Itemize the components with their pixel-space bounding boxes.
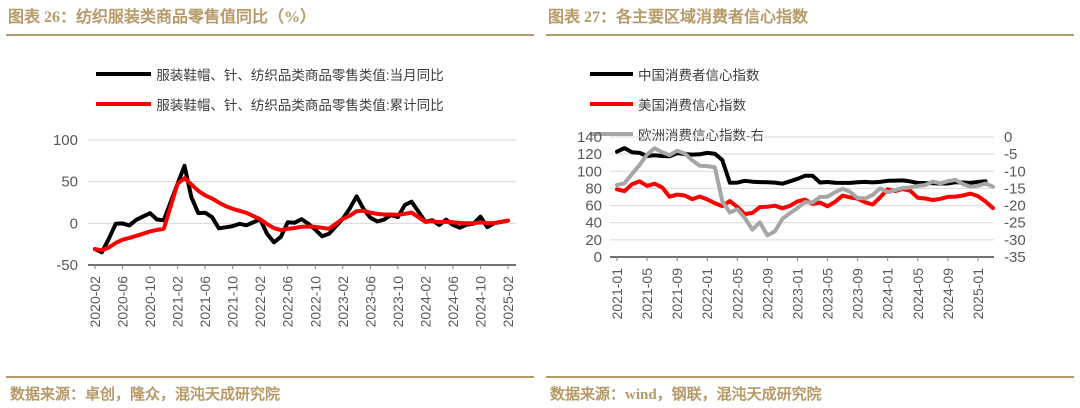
y-axis-tick-label: 100 [53,132,78,149]
figure-27-title: 图表 27：各主要区域消费者信心指数 [546,6,1074,37]
legend-swatch [590,72,633,76]
right-axis-tick-label: -5 [1004,146,1017,163]
x-axis-tick-label: 2023-06 [362,276,378,328]
legend-item: 欧洲消费信心指数-右 [590,124,838,144]
legend-label: 中国消费者信心指数 [638,68,760,83]
legend-item: 服装鞋帽、针、纺织品类商品零售类值:当月同比 [96,64,444,84]
legend-label: 美国消费信心指数 [638,98,746,113]
x-axis-tick-label: 2021-09 [669,268,685,320]
y-axis-tick-label: -50 [56,257,78,274]
figure-27-plot: 1401201008060402000-5-10-15-20-25-30-352… [577,129,1026,320]
x-axis-tick-label: 2024-01 [880,268,896,320]
figure-27-legend: 中国消费者信心指数 美国消费信心指数欧洲消费信心指数-右 [590,64,1074,144]
x-axis-tick-label: 2025-01 [970,268,986,320]
x-axis-tick-label: 2023-01 [789,268,805,320]
x-axis-tick-label: 2021-02 [170,276,186,328]
right-axis-tick-label: -25 [1004,215,1026,232]
y-axis-tick-label: 120 [577,146,602,163]
x-axis-tick-label: 2023-09 [850,268,866,320]
x-axis-tick-label: 2024-09 [940,268,956,320]
x-axis-tick-label: 2022-09 [759,268,775,320]
right-axis-tick-label: -35 [1004,249,1026,266]
x-axis-tick-label: 2022-05 [729,268,745,320]
x-axis-tick-label: 2022-06 [280,276,296,328]
figure-26-legend: 服装鞋帽、针、纺织品类商品零售类值:当月同比 服装鞋帽、针、纺织品类商品零售类值:… [0,64,540,114]
right-axis-tick-label: -30 [1004,232,1026,249]
y-axis-tick-label: 100 [577,163,602,180]
right-axis-tick-label: 0 [1004,129,1012,146]
y-axis-tick-label: 0 [594,249,602,266]
x-axis-tick-label: 2023-10 [390,276,406,328]
x-axis-tick-label: 2021-05 [639,268,655,320]
x-axis-tick-label: 2024-10 [472,276,488,328]
legend-swatch [590,102,633,106]
x-axis-tick-label: 2024-05 [910,268,926,320]
x-axis-tick-label: 2021-01 [609,268,625,320]
x-axis-tick-label: 2020-02 [87,276,103,328]
series-line-2 [615,179,995,217]
series-line-1 [93,163,510,255]
x-axis-tick-label: 2020-06 [115,276,131,328]
legend-item: 中国消费者信心指数 [590,64,838,84]
right-axis-tick-label: -20 [1004,198,1026,215]
x-axis-tick-label: 2022-01 [699,268,715,320]
legend-label: 服装鞋帽、针、纺织品类商品零售类值:当月同比 [156,68,444,83]
right-axis-tick-label: -10 [1004,163,1026,180]
y-axis-tick-label: 60 [585,198,602,215]
figure-26-title: 图表 26：纺织服装类商品零售值同比（%） [6,6,534,37]
x-axis-tick-label: 2021-06 [197,276,213,328]
panel-figure-26: 图表 26：纺织服装类商品零售值同比（%） 服装鞋帽、针、纺织品类商品零售类值:… [0,6,540,405]
x-axis-tick-label: 2020-10 [142,276,158,328]
x-axis-tick-label: 2023-02 [335,276,351,328]
legend-label: 服装鞋帽、针、纺织品类商品零售类值:累计同比 [156,98,444,113]
y-axis-tick-label: 20 [585,232,602,249]
x-axis-tick-label: 2023-05 [820,268,836,320]
legend-swatch [96,102,152,106]
x-axis-tick-label: 2022-10 [307,276,323,328]
x-axis-tick-label: 2024-06 [445,276,461,328]
legend-item: 美国消费信心指数 [590,94,838,114]
y-axis-tick-label: 80 [585,180,602,197]
figure-26-plot: 100 50 0 -50 2020-02 2020-06 2020-10 2021-02 202… [53,132,516,328]
y-axis-tick-label: 40 [585,215,602,232]
series-line-2 [93,176,510,253]
legend-item: 服装鞋帽、针、纺织品类商品零售类值:累计同比 [96,94,444,114]
series-line-3 [615,146,995,238]
figure-27-source: 数据来源：wind，钢联，混沌天成研究院 [546,376,1074,405]
y-axis-tick-label: 140 [577,129,602,146]
legend-label: 欧洲消费信心指数-右 [638,128,764,143]
x-axis-tick-label: 2022-02 [252,276,268,328]
x-axis-tick-label: 2021-10 [225,276,241,328]
legend-swatch [590,132,633,136]
x-axis-tick-label: 2024-02 [417,276,433,328]
legend-swatch [96,72,152,76]
figure-26-source: 数据来源：卓创，隆众，混沌天成研究院 [6,376,534,405]
x-axis-tick-label: 2025-02 [500,276,516,328]
panel-figure-27: 图表 27：各主要区域消费者信心指数 中国消费者信心指数 美国消费信心指数欧洲消费… [540,0,1080,408]
y-axis-tick-label: 50 [61,174,78,191]
y-axis-tick-label: 0 [70,215,78,232]
right-axis-tick-label: -15 [1004,180,1026,197]
